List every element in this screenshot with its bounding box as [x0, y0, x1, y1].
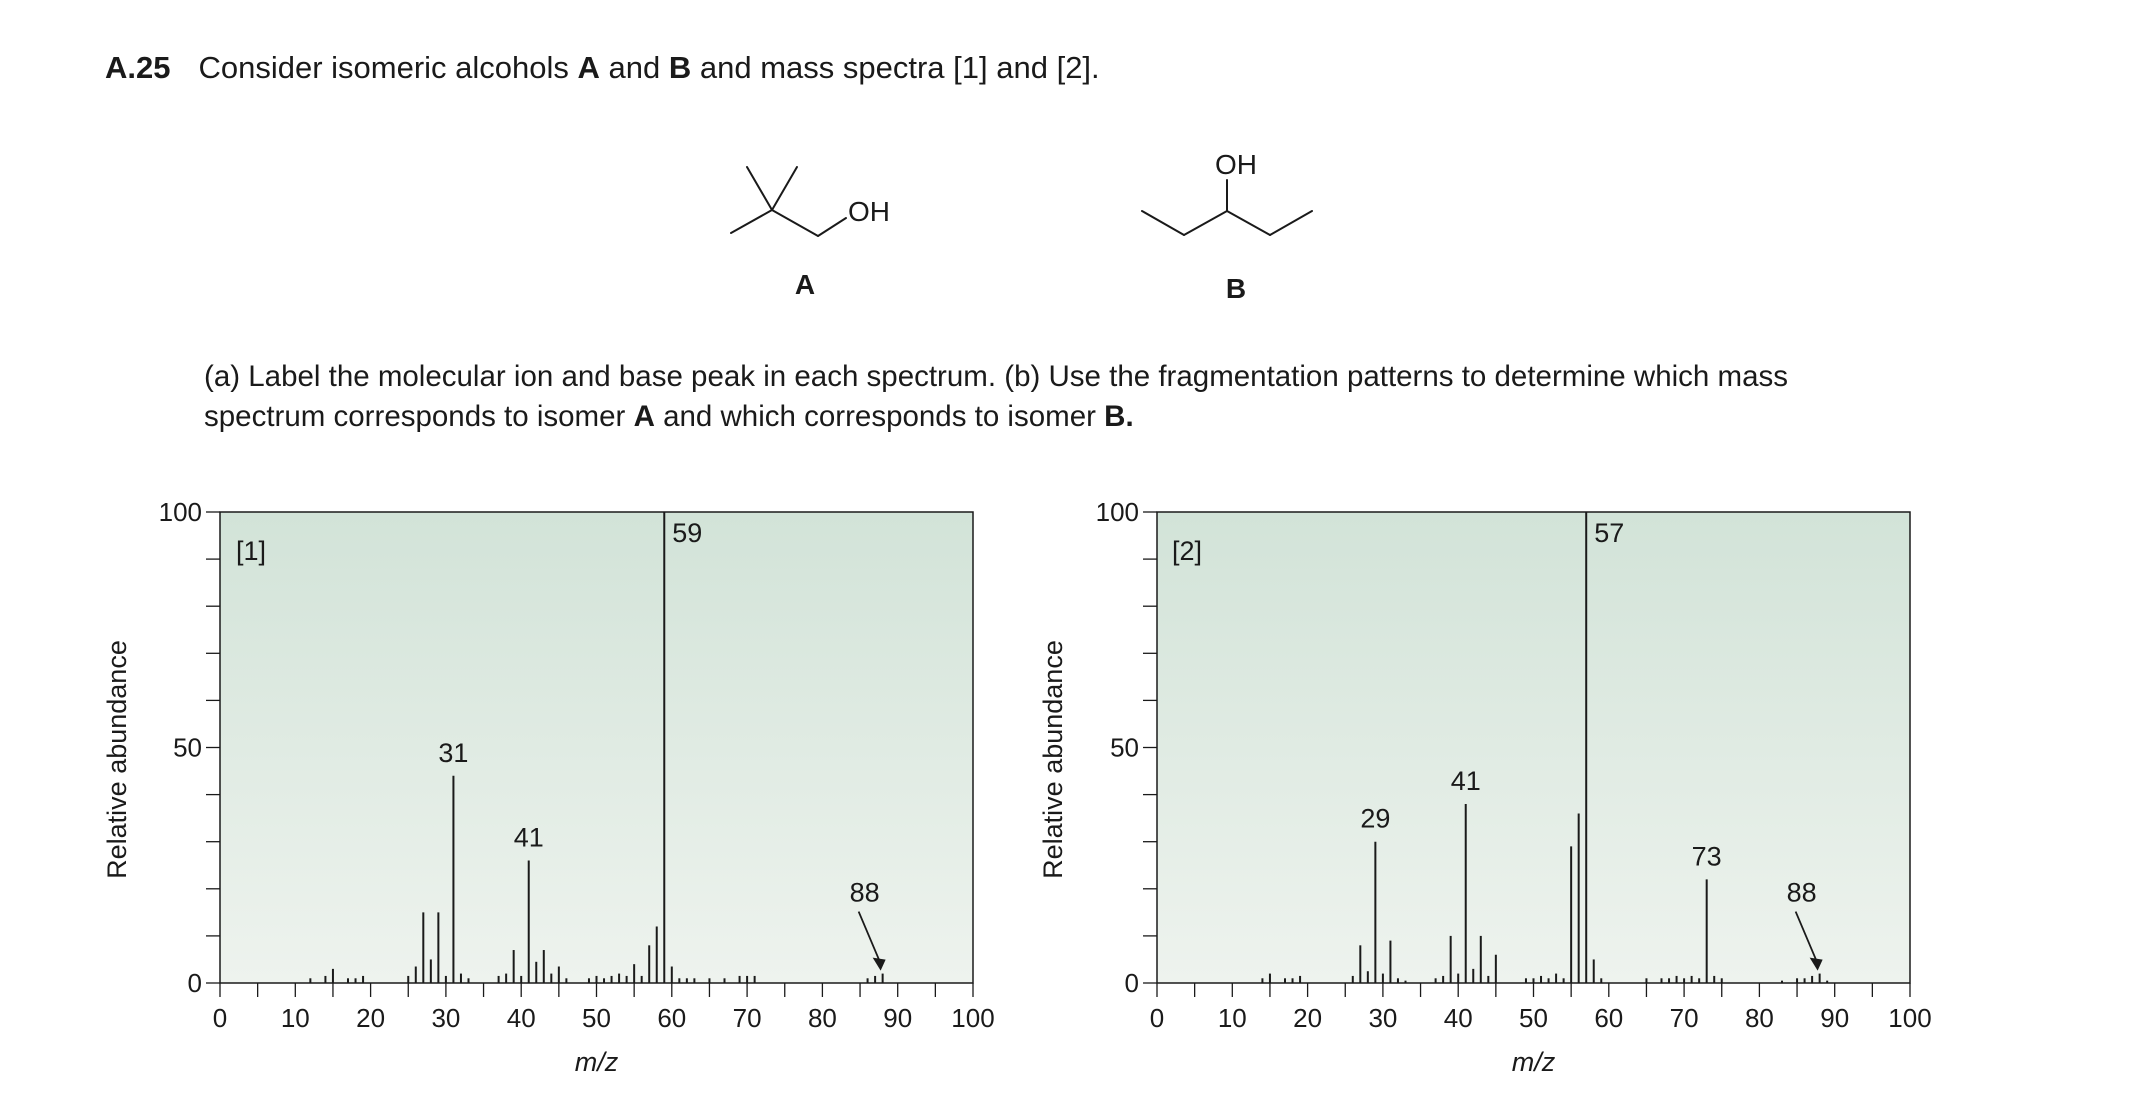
x-tick-label: 90 [1820, 1003, 1849, 1033]
x-tick-label: 100 [951, 1003, 994, 1033]
y-axis-label: Relative abundance [1038, 640, 1068, 879]
plot-area [1156, 511, 1911, 984]
x-tick-label: 10 [281, 1003, 310, 1033]
molecule-b-bond [1141, 210, 1185, 236]
molecule-b-structure [1141, 179, 1313, 236]
annotation-arrow [857, 911, 882, 964]
peak-label-88: 88 [850, 878, 880, 908]
mass-spectrum-1: 0 10 20 30 40 50 60 70 80 90 100 0 50 100 m/z Relative … [102, 497, 995, 1077]
peak-label-59: 59 [672, 518, 702, 548]
question-isomer-b: B. [1104, 400, 1134, 433]
molecule-b-oh-label: OH [1215, 149, 1257, 180]
problem-text-3: and mass spectra [1] and [2]. [691, 50, 1100, 85]
problem-text-1: Consider isomeric alcohols [198, 50, 578, 85]
molecule-a-structure [730, 166, 847, 237]
x-tick-label: 40 [507, 1003, 536, 1033]
x-axis-label: m/z [1512, 1047, 1556, 1077]
x-tick-label: 50 [582, 1003, 611, 1033]
x-tick-label: 20 [356, 1003, 385, 1033]
x-tick-label: 70 [733, 1003, 762, 1033]
x-tick-label: 10 [1218, 1003, 1247, 1033]
question-isomer-a: A [633, 400, 655, 433]
x-tick-label: 100 [1888, 1003, 1931, 1033]
panel-label: [1] [236, 536, 266, 566]
peak-label-88: 88 [1787, 878, 1817, 908]
annotation-arrow [1794, 911, 1819, 964]
peak-label-31: 31 [438, 738, 468, 768]
problem-isomer-b: B [668, 50, 692, 85]
plot-area [219, 511, 974, 984]
y-axis-label: Relative abundance [102, 640, 132, 879]
y-tick-label: 100 [1096, 497, 1139, 527]
molecule-a-bond [771, 166, 798, 211]
peak-label-41: 41 [1451, 766, 1481, 796]
molecule-a-oh-label: OH [848, 196, 890, 227]
y-tick-label: 50 [1110, 733, 1139, 763]
peak-label-41: 41 [514, 823, 544, 853]
x-tick-label: 60 [657, 1003, 686, 1033]
x-tick-label: 80 [808, 1003, 837, 1033]
question-text: (a) Label the molecular ion and base pea… [204, 357, 1894, 437]
y-tick-label: 0 [1125, 968, 1139, 998]
question-part-1: (a) Label the molecular ion and base pea… [204, 360, 1788, 433]
x-tick-label: 20 [1293, 1003, 1322, 1033]
molecule-b-bond [1183, 210, 1228, 236]
x-tick-label: 0 [213, 1003, 227, 1033]
problem-text-2: and [599, 50, 669, 85]
x-tick-label: 70 [1670, 1003, 1699, 1033]
annotation-arrowhead [872, 957, 886, 971]
molecule-a-bond [746, 166, 773, 211]
problem-isomer-a: A [577, 50, 600, 85]
molecule-b-bond [1269, 210, 1313, 236]
molecule-b-bond [1226, 210, 1271, 236]
molecule-a-label: A [795, 269, 815, 300]
problem-number: A.25 [105, 50, 171, 85]
peak-label-57: 57 [1594, 518, 1624, 548]
y-tick-label: 0 [188, 968, 202, 998]
x-tick-label: 0 [1150, 1003, 1164, 1033]
molecule-b-label: B [1226, 273, 1246, 304]
molecule-a-bond [817, 217, 847, 237]
molecule-a-bond [771, 209, 819, 237]
peak-label-29: 29 [1360, 804, 1390, 834]
x-tick-label: 30 [1368, 1003, 1397, 1033]
x-tick-label: 30 [431, 1003, 460, 1033]
x-tick-label: 40 [1444, 1003, 1473, 1033]
x-tick-label: 60 [1594, 1003, 1623, 1033]
mass-spectrum-2: 0 10 20 30 40 50 60 70 80 90 100 0 50 100 m/z Relative … [1038, 497, 1932, 1077]
x-tick-label: 90 [883, 1003, 912, 1033]
molecule-a-bond [730, 209, 773, 234]
panel-label: [2] [1172, 536, 1202, 566]
y-tick-label: 100 [159, 497, 202, 527]
peak-label-73: 73 [1692, 841, 1722, 871]
x-axis-label: m/z [575, 1047, 619, 1077]
x-tick-label: 50 [1519, 1003, 1548, 1033]
question-part-2: and which corresponds to isomer [654, 400, 1105, 433]
problem-statement: A.25 Consider isomeric alcohols A and B a… [105, 50, 1100, 86]
annotation-arrowhead [1809, 957, 1823, 971]
x-tick-label: 80 [1745, 1003, 1774, 1033]
y-tick-label: 50 [173, 733, 202, 763]
